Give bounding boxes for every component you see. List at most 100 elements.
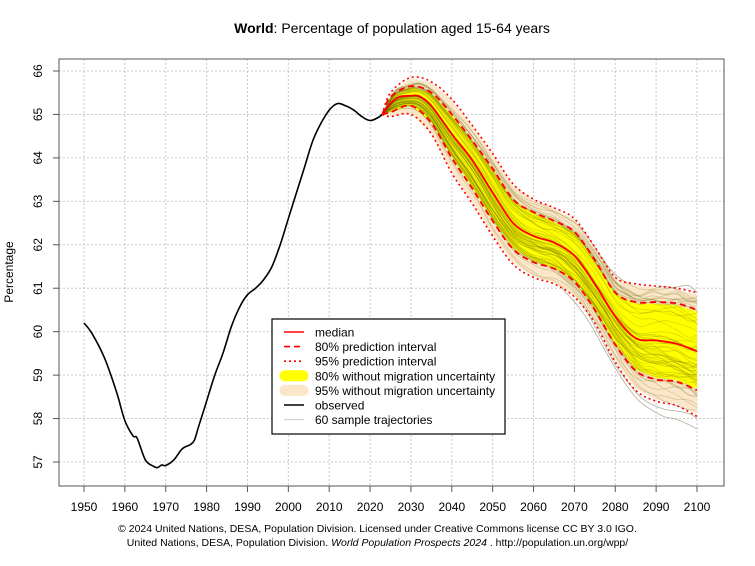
sample-trajectory-inner [382, 97, 698, 369]
x-tick-label: 2050 [479, 500, 506, 514]
legend-label: 60 sample trajectories [315, 413, 432, 427]
sample-trajectory-inner [382, 86, 698, 302]
legend-label: 95% prediction interval [315, 355, 436, 369]
y-tick-label: 57 [31, 455, 45, 469]
chart-title-rest: : Percentage of population aged 15-64 ye… [274, 20, 550, 36]
median-line [381, 94, 698, 353]
sample-trajectory-inner [382, 101, 698, 380]
x-tick-label: 2040 [438, 500, 465, 514]
sample-trajectory-inner [382, 103, 698, 351]
sample-trajectory-inner [382, 102, 698, 377]
sample-trajectory-inner [382, 100, 698, 341]
axes: 1950 1960 1970 1980 1990 2000 2010 2020 2030 2040… [31, 58, 725, 514]
citation-prefix: United Nations, DESA, Population Divisio… [126, 537, 332, 549]
sample-trajectory-inner [382, 86, 698, 302]
sample-trajectory-inner [382, 107, 698, 419]
sample-trajectory-inner [382, 98, 698, 379]
x-tick-label: 2060 [520, 500, 547, 514]
x-tick-label: 1970 [152, 500, 179, 514]
copyright-notice: © 2024 United Nations, DESA, Population … [118, 523, 637, 535]
observed-line [83, 102, 383, 469]
x-tick-label: 1980 [193, 500, 220, 514]
y-tick-label: 61 [31, 281, 45, 295]
citation-title: World Population Prospects 2024 [331, 537, 487, 549]
sample-trajectory-inner [382, 88, 698, 305]
sample-trajectory-inner [382, 86, 698, 322]
citation: United Nations, DESA, Population Divisio… [0, 537, 755, 549]
legend-item: 80% without migration uncertainty [279, 369, 495, 383]
sample-trajectory-inner [382, 107, 698, 430]
y-tick-label: 65 [31, 107, 45, 121]
sample-trajectory-inner [382, 95, 698, 372]
sample-trajectory-inner [382, 100, 698, 376]
sample-trajectory-inner [382, 99, 698, 387]
x-tick-label: 2020 [357, 500, 384, 514]
sample-trajectory-inner [382, 101, 698, 409]
sample-trajectory-inner [382, 97, 698, 362]
sample-trajectory-inner [382, 103, 698, 397]
sample-trajectory-inner [382, 102, 698, 377]
pi80-upper-line [381, 85, 698, 311]
legend-label: observed [315, 399, 364, 413]
sample-trajectory-inner [382, 86, 698, 320]
sample-trajectory-inner [382, 87, 698, 308]
y-tick-label: 63 [31, 194, 45, 208]
legend-item: 95% without migration uncertainty [279, 384, 495, 398]
sample-trajectory-inner [382, 89, 698, 366]
legend-label: median [315, 326, 354, 340]
sample-trajectory-inner [382, 101, 698, 360]
pi95-lower-line [382, 112, 698, 418]
x-tick-label: 2030 [398, 500, 425, 514]
legend-label: 80% prediction interval [315, 340, 436, 354]
x-tick-label: 1990 [234, 500, 261, 514]
x-tick-label: 2070 [561, 500, 588, 514]
sample-trajectory-inner [381, 83, 698, 325]
citation-suffix: . http://population.un.org/wpp/ [486, 537, 629, 549]
legend-item: 80% prediction interval [284, 340, 436, 354]
sample-trajectory-inner [382, 100, 698, 368]
sample-trajectory-inner [382, 88, 698, 314]
y-axis-title: Percentage [2, 241, 16, 303]
y-tick-label: 59 [31, 368, 45, 382]
sample-trajectory-inner [381, 83, 698, 312]
sample-trajectory-inner [381, 82, 698, 302]
sample-trajectory-inner [382, 97, 698, 373]
sample-trajectory-inner [382, 90, 698, 365]
sample-trajectory-inner [382, 97, 698, 384]
chart-title: World: Percentage of population aged 15-… [234, 20, 550, 36]
x-tick-label: 2000 [275, 500, 302, 514]
x-tick-label: 2080 [602, 500, 629, 514]
x-tick-label: 2010 [316, 500, 343, 514]
x-tick-label: 1960 [112, 500, 139, 514]
sample-trajectory-inner [382, 91, 698, 348]
y-tick-label: 62 [31, 238, 45, 252]
sample-trajectory-inner [382, 99, 698, 382]
x-tick-label: 1950 [71, 500, 98, 514]
y-tick-label: 64 [31, 151, 45, 165]
legend-item: observed [284, 399, 364, 413]
sample-trajectory-inner [382, 100, 698, 366]
sample-trajectory-inner [382, 86, 698, 296]
legend-label: 80% without migration uncertainty [315, 369, 495, 383]
legend-item: 60 sample trajectories [284, 413, 432, 427]
sample-trajectory-inner [382, 102, 698, 383]
sample-trajectory-inner [382, 95, 698, 355]
x-tick-label: 2100 [684, 500, 711, 514]
sample-trajectory-inner [382, 102, 698, 381]
x-tick-label: 2090 [643, 500, 670, 514]
y-tick-label: 66 [31, 64, 45, 78]
sample-trajectory-inner [382, 89, 698, 324]
sample-trajectory-inner [381, 82, 698, 306]
legend-label: 95% without migration uncertainty [315, 384, 495, 398]
legend-box [271, 318, 506, 435]
sample-trajectory-inner [381, 83, 698, 299]
sample-trajectory-inner [382, 96, 698, 376]
chart-title-bold: World [234, 20, 273, 36]
plot-frame [58, 58, 725, 487]
legend-item: median [284, 326, 354, 340]
legend-item: 95% prediction interval [284, 355, 436, 369]
pi80-lower-line [382, 104, 698, 392]
series-lines [83, 76, 698, 469]
